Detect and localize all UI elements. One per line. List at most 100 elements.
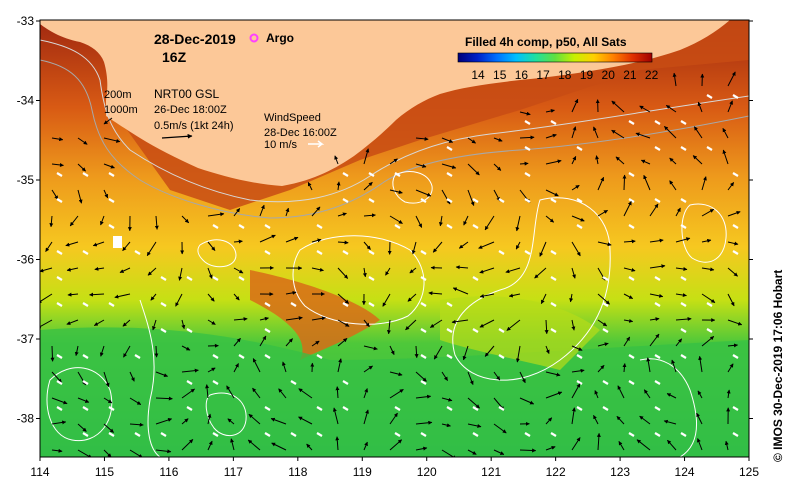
current-arrow xyxy=(640,159,651,165)
current-arrow xyxy=(616,415,625,425)
current-arrow xyxy=(484,345,495,357)
x-tick-label: 123 xyxy=(610,465,630,479)
wind-arrow xyxy=(707,459,712,462)
wind-arrow xyxy=(498,250,505,255)
current-arrow xyxy=(298,416,313,425)
wind-arrow xyxy=(628,120,635,125)
current-arrow xyxy=(285,207,290,217)
wind-arrow xyxy=(290,302,297,307)
current-arrow xyxy=(415,394,432,399)
current-arrow xyxy=(337,240,349,245)
wind-arrow xyxy=(472,276,479,281)
current-arrow xyxy=(40,267,53,273)
wind-arrow xyxy=(316,432,323,437)
current-arrow xyxy=(596,432,601,451)
wind-arrow xyxy=(316,250,323,255)
current-arrow xyxy=(207,440,213,451)
current-arrow xyxy=(385,267,391,276)
current-arrow xyxy=(100,215,105,226)
current-arrow xyxy=(405,319,417,331)
current-arrow xyxy=(155,396,173,401)
wind-arrow xyxy=(343,459,348,462)
wind-arrow xyxy=(160,328,167,333)
wind-arrow xyxy=(680,224,687,229)
current-arrow xyxy=(247,439,261,451)
legend-tick-label: 16 xyxy=(515,68,529,82)
y-axis: -33 -34 -35 -36 -37 -38 xyxy=(17,14,753,426)
wind-arrow xyxy=(420,380,427,385)
wind-arrow xyxy=(368,250,375,255)
current-arrow xyxy=(463,215,469,226)
current-arrow xyxy=(154,345,159,358)
wind-arrow xyxy=(239,459,244,462)
current-arrow xyxy=(175,293,183,307)
current-arrow xyxy=(458,241,469,249)
wind-arrow xyxy=(420,302,427,307)
current-arrow xyxy=(207,212,225,217)
current-arrow xyxy=(571,345,583,351)
current-arrow xyxy=(508,293,521,298)
wind-arrow xyxy=(706,302,713,307)
current-arrow xyxy=(467,189,475,206)
current-arrow xyxy=(332,407,339,425)
current-arrow xyxy=(233,317,248,322)
current-arrow xyxy=(389,189,403,195)
eddy-contour-1 xyxy=(292,235,425,325)
legend-tick-label: 21 xyxy=(623,68,637,82)
current-arrow xyxy=(337,267,349,279)
wind-arrow xyxy=(186,328,193,333)
current-arrow xyxy=(701,208,715,217)
current-arrow xyxy=(415,215,423,228)
current-arrow xyxy=(311,316,326,321)
current-arrow xyxy=(697,101,703,113)
current-arrow xyxy=(479,267,495,274)
current-arrow xyxy=(77,423,87,432)
current-arrow xyxy=(622,174,627,191)
wind-arrow xyxy=(602,380,609,385)
wind-arrow xyxy=(732,406,739,411)
current-arrow xyxy=(727,319,743,326)
current-arrow xyxy=(93,319,105,327)
wind-arrow xyxy=(576,146,583,151)
wind-arrow xyxy=(472,432,479,437)
wind-arrow xyxy=(108,198,115,203)
wind-arrow xyxy=(342,406,349,411)
current-arrow xyxy=(534,267,547,279)
wind-arrow xyxy=(108,432,115,437)
wind-arrow xyxy=(342,250,349,255)
current-arrow xyxy=(146,241,157,257)
wind-arrow xyxy=(628,224,635,229)
current-arrow xyxy=(363,409,369,425)
current-arrow xyxy=(727,363,734,373)
current-arrow xyxy=(181,439,194,451)
wind-arrow xyxy=(368,276,375,281)
current-arrow xyxy=(441,137,454,143)
current-arrow xyxy=(89,292,105,297)
wind-arrow xyxy=(212,276,219,281)
current-arrow xyxy=(103,423,114,433)
wind-arrow xyxy=(368,172,375,177)
current-arrow xyxy=(129,422,144,427)
wind-arrow xyxy=(56,380,63,385)
wind-arrow xyxy=(56,354,63,359)
current-arrow xyxy=(697,438,703,451)
wind-arrow xyxy=(628,380,635,385)
current-arrow xyxy=(363,213,376,218)
current-arrow xyxy=(649,333,660,347)
current-arrow xyxy=(49,215,54,228)
current-arrow xyxy=(701,293,716,304)
wind-arrow xyxy=(654,198,661,203)
current-arrow xyxy=(389,412,398,425)
current-arrow xyxy=(479,293,495,298)
current-arrow xyxy=(493,137,503,142)
wind-arrow xyxy=(654,354,661,359)
current-arrow xyxy=(727,182,735,191)
current-arrow xyxy=(515,345,521,363)
current-arrow xyxy=(92,241,105,247)
current-arrow xyxy=(571,126,577,139)
current-arrow xyxy=(667,439,677,451)
current-arrow xyxy=(207,367,216,373)
wind-arrow xyxy=(628,432,635,437)
wind-arrow xyxy=(134,354,141,359)
wind-arrow xyxy=(212,224,219,229)
